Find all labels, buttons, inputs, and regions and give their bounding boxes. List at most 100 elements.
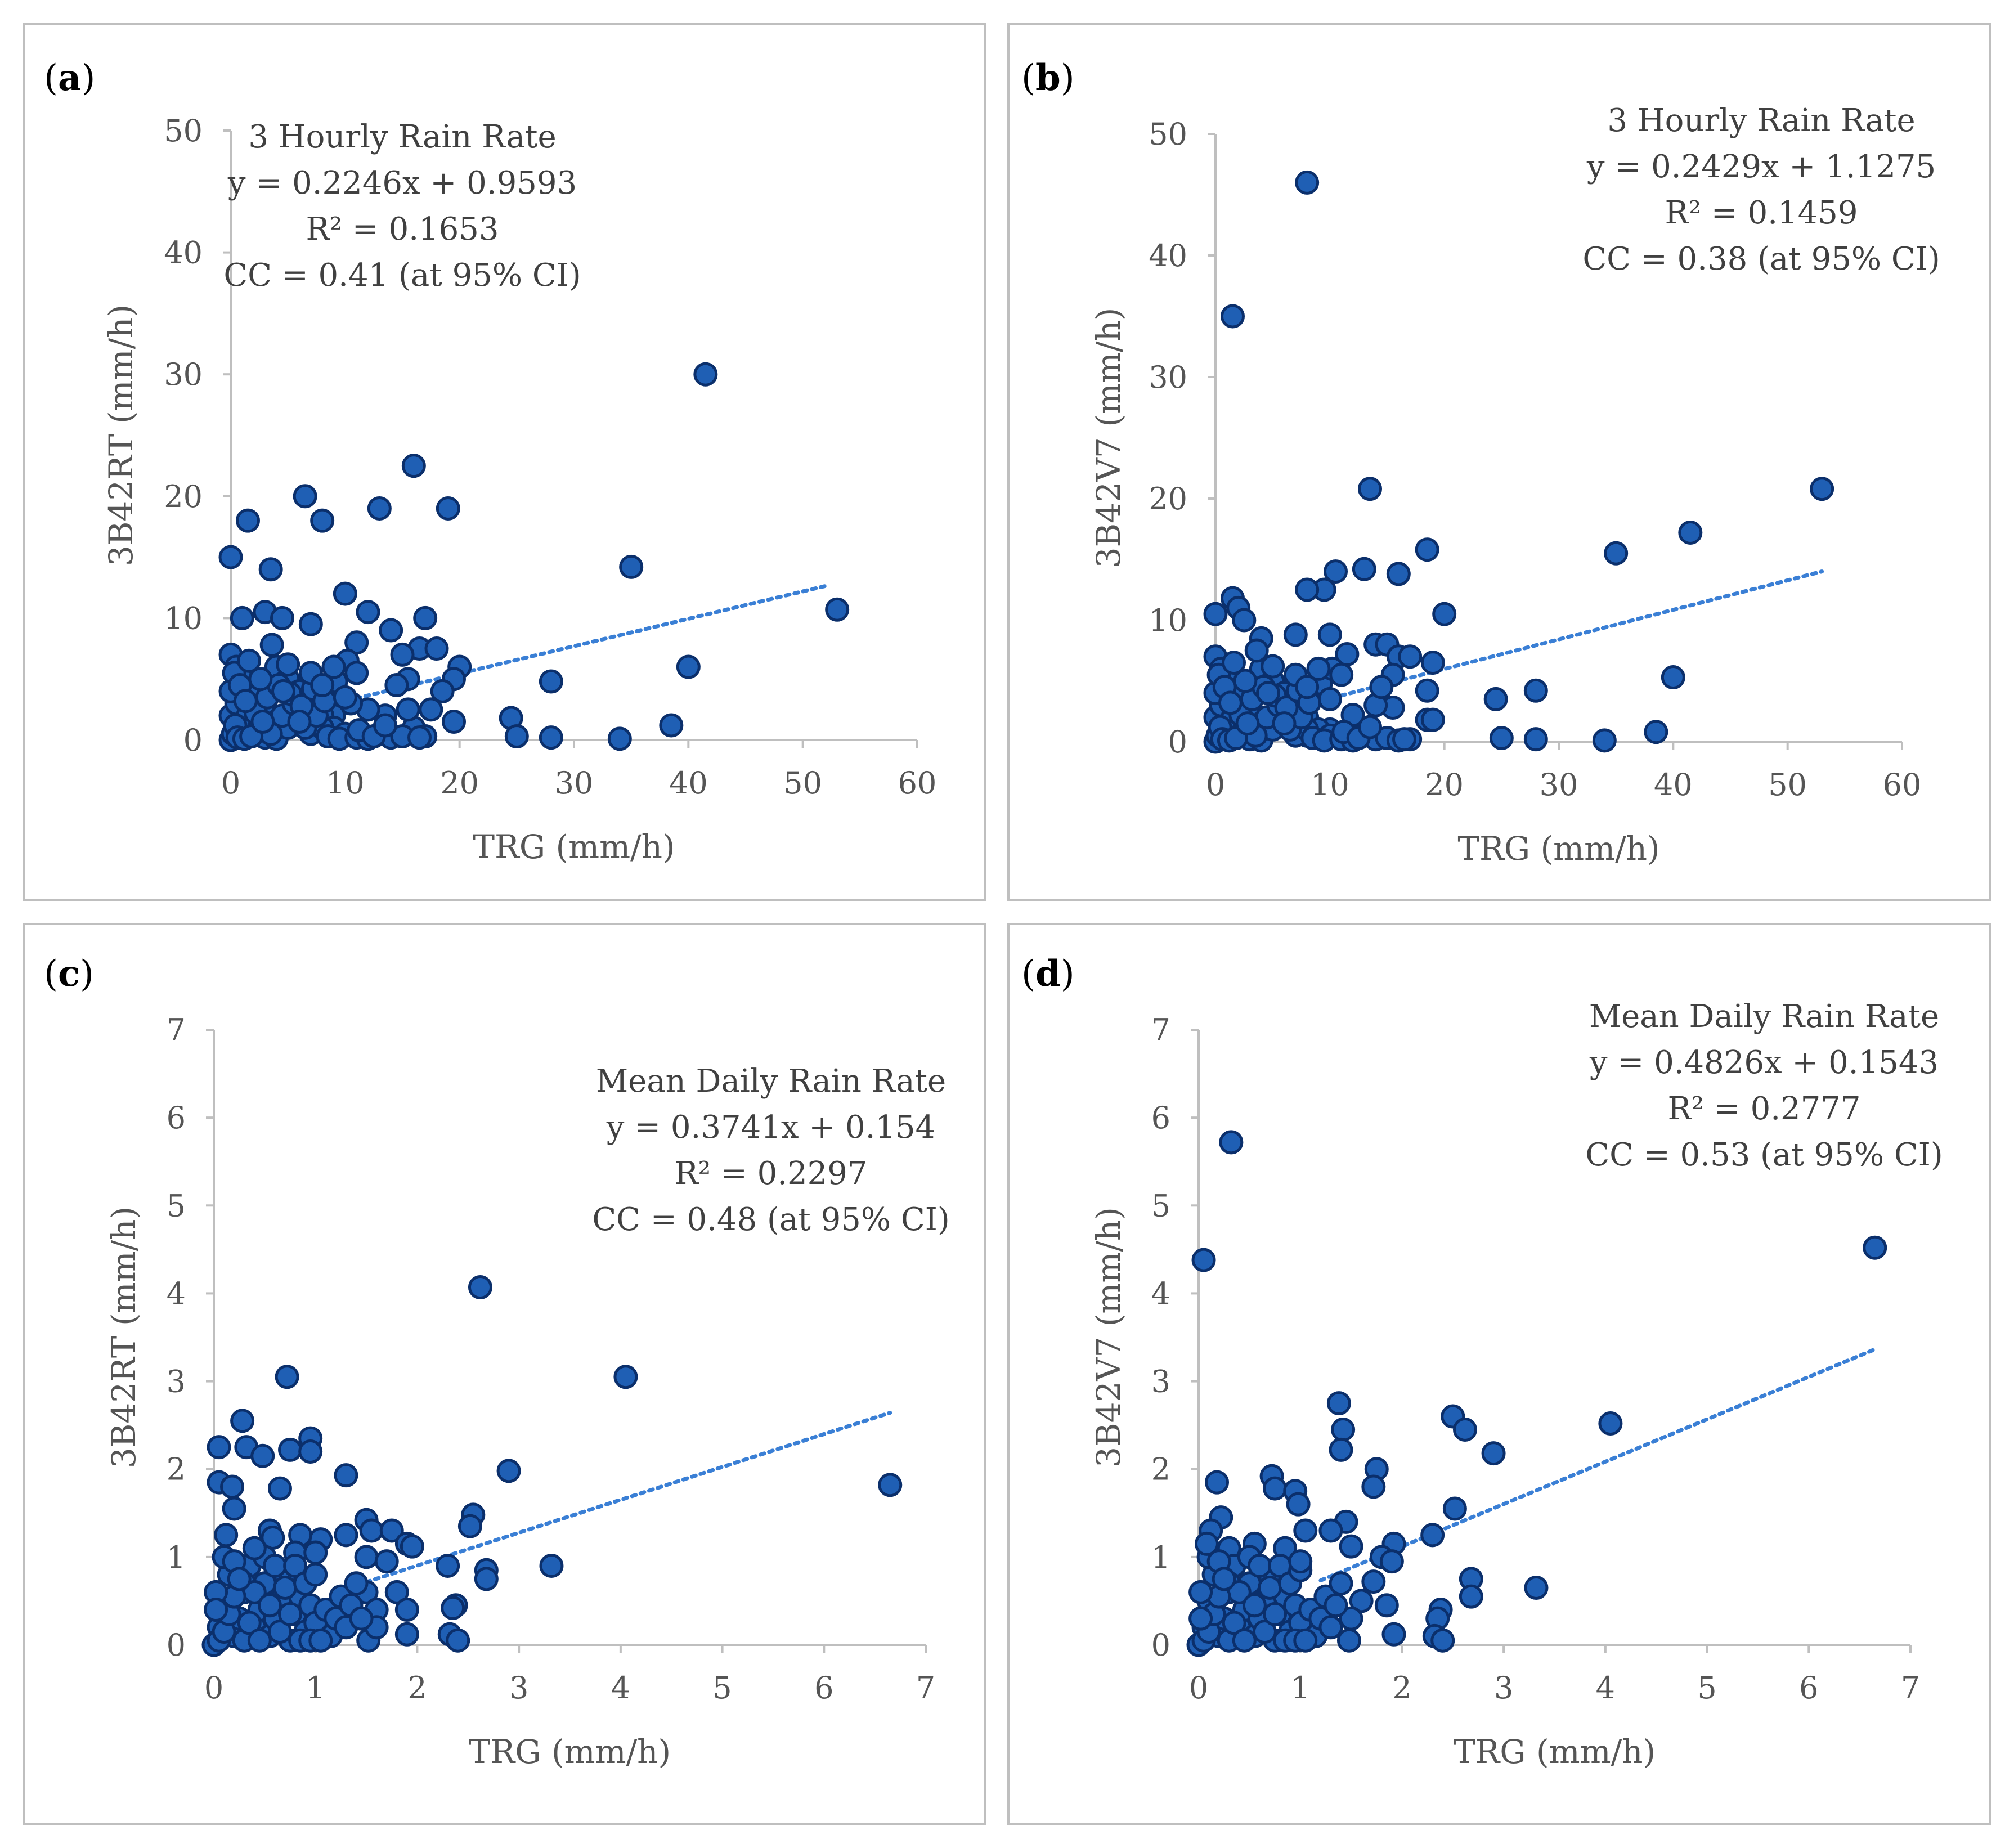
- data-point: [1392, 727, 1416, 752]
- data-point: [250, 1443, 275, 1468]
- y-tick-label: 7: [1151, 1012, 1170, 1048]
- data-point: [1219, 1130, 1244, 1155]
- data-point: [442, 710, 466, 734]
- x-tick-label: 60: [898, 765, 937, 801]
- x-tick-label: 3: [509, 1670, 528, 1706]
- data-point: [1339, 1534, 1363, 1559]
- data-point: [1232, 1628, 1257, 1653]
- data-point: [1379, 1549, 1404, 1574]
- panel-a: 0 10 20 30 40 50 60 0 10 20 30 40 50 TRG (mm/h) 3B42RT…: [23, 23, 986, 901]
- y-tick-label: 10: [1149, 603, 1187, 638]
- data-point: [1489, 726, 1514, 751]
- data-point: [878, 1473, 903, 1497]
- x-tick-label: 5: [712, 1670, 732, 1706]
- y-tick-label: 7: [167, 1012, 186, 1048]
- data-point: [287, 710, 312, 734]
- data-point: [1329, 1437, 1353, 1462]
- y-tick-label: 2: [1151, 1452, 1170, 1487]
- data-point: [659, 713, 684, 738]
- data-point: [275, 1365, 299, 1389]
- data-point: [333, 685, 357, 710]
- data-point: [1203, 602, 1228, 626]
- data-point: [303, 1540, 328, 1565]
- data-point: [1317, 687, 1342, 711]
- x-tick-label: 5: [1697, 1670, 1716, 1706]
- panel-label: (c): [44, 953, 94, 995]
- data-point: [359, 1518, 384, 1543]
- annotation-line: 3 Hourly Rain Rate: [1607, 102, 1915, 139]
- data-point: [270, 605, 294, 630]
- x-tick-label: 1: [306, 1670, 325, 1706]
- x-tick-label: 0: [204, 1670, 223, 1706]
- data-point: [1242, 1593, 1267, 1618]
- trendline: [1339, 569, 1824, 698]
- data-point: [1306, 656, 1331, 681]
- annotation-line: y = 0.4826x + 0.1543: [1589, 1044, 1939, 1081]
- data-point: [1358, 715, 1382, 739]
- y-tick-label: 40: [1149, 238, 1187, 273]
- data-point: [242, 1536, 267, 1560]
- y-axis-label: 3B42V7 (mm/h): [1089, 308, 1128, 568]
- data-point: [1524, 1576, 1549, 1600]
- data-point: [390, 642, 415, 667]
- x-tick-label: 30: [555, 765, 594, 801]
- y-tick-label: 0: [1168, 724, 1187, 760]
- trendline: [1318, 1347, 1877, 1582]
- data-point: [1258, 1576, 1282, 1600]
- data-point: [227, 1567, 252, 1591]
- panel-border: [23, 23, 986, 901]
- data-point: [457, 1514, 482, 1538]
- data-point: [1329, 662, 1354, 687]
- panel-d: 0 1 2 3 4 5 6 7 0 1 2 3 4 5 6 7 TRG (mm/h) 3B42V7 (mm/h) (…: [1007, 923, 1991, 1825]
- y-axis-label: 3B42RT (mm/h): [102, 304, 140, 566]
- data-point: [1361, 1474, 1386, 1499]
- data-point: [1212, 1567, 1236, 1591]
- data-point: [1420, 707, 1445, 732]
- y-tick-label: 50: [164, 113, 203, 149]
- data-point: [1381, 1622, 1406, 1647]
- y-tick-label: 1: [167, 1540, 186, 1575]
- data-point: [278, 1602, 303, 1626]
- data-point: [407, 725, 432, 750]
- data-point: [401, 454, 426, 478]
- data-point: [1295, 577, 1320, 602]
- data-point: [271, 679, 296, 703]
- data-point: [1288, 1549, 1313, 1574]
- data-point: [310, 508, 335, 533]
- data-point: [1326, 1391, 1351, 1416]
- data-point: [250, 710, 275, 734]
- data-point: [1286, 1492, 1311, 1517]
- data-point: [396, 697, 420, 722]
- annotation-line: CC = 0.48 (at 95% CI): [592, 1201, 949, 1238]
- x-tick-label: 60: [1883, 767, 1922, 802]
- trendline: [355, 584, 828, 701]
- x-tick-label: 10: [326, 765, 365, 801]
- data-point: [1272, 711, 1297, 736]
- data-point: [230, 1409, 255, 1433]
- data-point: [504, 724, 529, 749]
- x-tick-label: 50: [1768, 767, 1807, 802]
- y-tick-label: 5: [167, 1188, 186, 1223]
- y-tick-label: 0: [183, 723, 203, 758]
- data-point: [1398, 644, 1423, 669]
- x-tick-label: 4: [611, 1670, 630, 1706]
- data-point: [1420, 651, 1445, 675]
- x-tick-label: 7: [916, 1670, 935, 1706]
- data-point: [1205, 1470, 1230, 1495]
- annotation-line: R² = 0.1459: [1665, 195, 1858, 231]
- data-point: [1293, 1518, 1318, 1543]
- panel-b: 0 10 20 30 40 50 60 0 10 20 30 40 50 TRG (mm/h) 3B42V7…: [1007, 23, 1991, 901]
- data-point: [539, 1553, 564, 1578]
- trendline: [364, 1411, 892, 1584]
- data-point: [204, 1598, 228, 1622]
- data-point: [539, 669, 563, 694]
- data-point: [257, 1593, 282, 1618]
- data-point: [298, 612, 323, 636]
- data-point: [220, 1474, 245, 1499]
- data-point: [430, 679, 455, 703]
- data-point: [237, 648, 262, 673]
- data-point: [441, 1595, 465, 1620]
- data-point: [1233, 669, 1258, 693]
- x-tick-label: 30: [1540, 767, 1578, 802]
- y-axis-label: 3B42V7 (mm/h): [1089, 1207, 1128, 1468]
